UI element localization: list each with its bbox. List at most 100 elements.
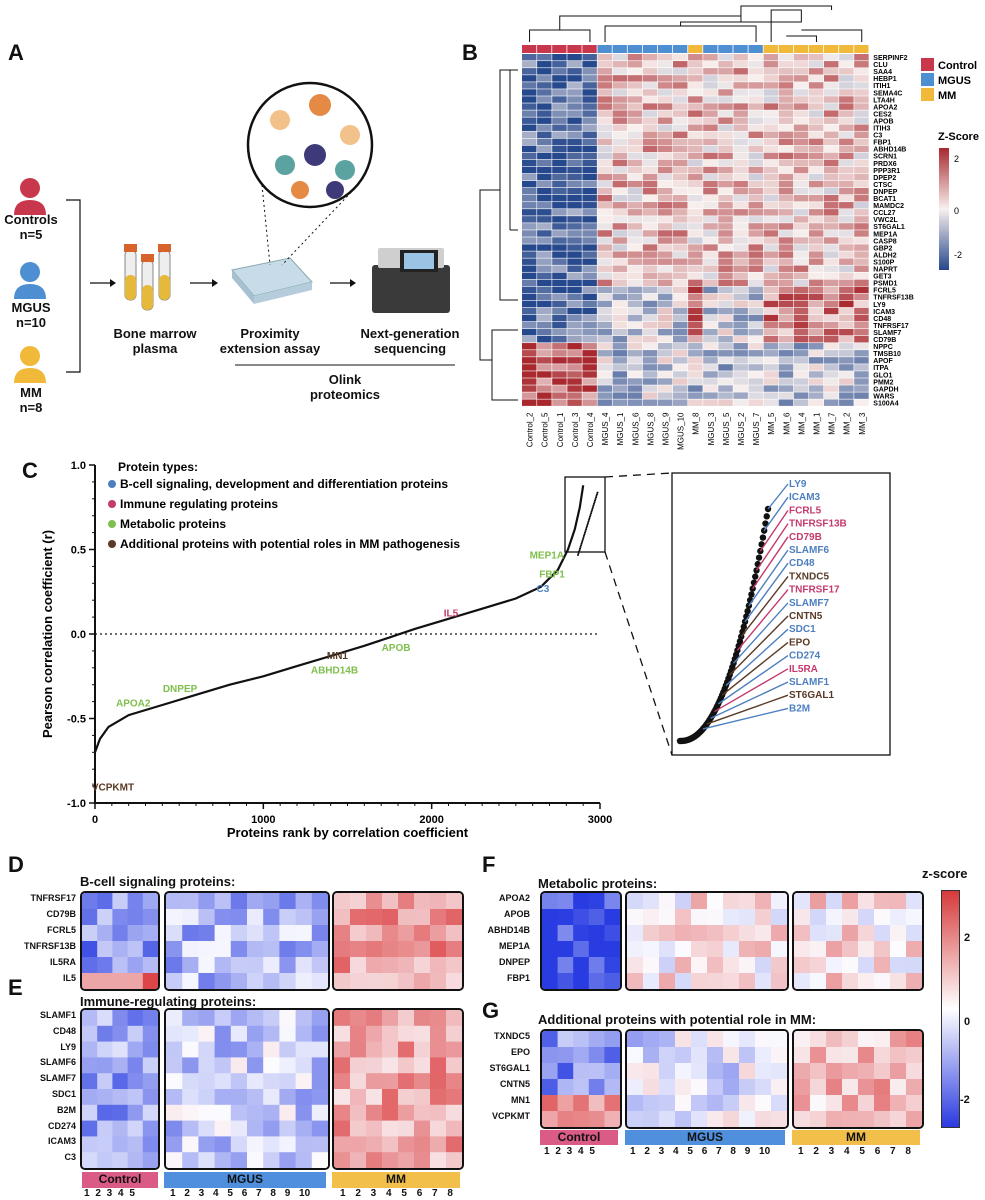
assay-plate-icon bbox=[231, 257, 313, 304]
panelF-row-label: ABHD14B bbox=[487, 925, 530, 935]
panelG-g-heatmap bbox=[625, 1029, 789, 1129]
nums-mgus-left: 1 2 3 4 5 6 7 8 9 10 bbox=[170, 1188, 311, 1199]
heatmap-col-label: MM_2 bbox=[843, 412, 852, 435]
legend-dot bbox=[108, 500, 116, 508]
zscore-tick: -2 bbox=[954, 250, 962, 260]
heatmap-col-label: MGUS_3 bbox=[707, 412, 716, 445]
zoom-label: TXNDC5 bbox=[789, 571, 829, 582]
sample-group-swatch bbox=[718, 45, 733, 53]
sample-group-swatch bbox=[537, 45, 552, 53]
panel-b-heatmap: SERPINF2CLUSAA4HEBP1ITIH1SEMA4CLTA4HAPOA… bbox=[479, 5, 979, 450]
zscore-tick: 0 bbox=[954, 206, 959, 216]
heatmap-row-label: VWC2L bbox=[873, 217, 898, 224]
sample-group-swatch bbox=[688, 45, 703, 53]
heatmap-row-label: APOB bbox=[873, 118, 893, 125]
panelD-row-label: CD79B bbox=[46, 909, 76, 919]
zoom-label: LY9 bbox=[789, 479, 807, 490]
legend-dot bbox=[108, 480, 116, 488]
person-controls-icon bbox=[14, 178, 46, 215]
zscale-tick-0: 0 bbox=[964, 1016, 971, 1028]
zoom-label: SLAMF1 bbox=[789, 677, 829, 688]
panel-d-label: D bbox=[8, 852, 24, 877]
heatmap-row-label: BCAT1 bbox=[873, 196, 896, 203]
heatmap-row-label: CD79B bbox=[873, 337, 896, 344]
panelD-row-label: TNFRSF17 bbox=[30, 893, 76, 903]
heatmap-row-label: DNPEP bbox=[873, 189, 897, 196]
panelE-c-heatmap bbox=[80, 1008, 160, 1170]
legend-dot bbox=[108, 540, 116, 548]
panelE-row-label: CD48 bbox=[52, 1025, 76, 1036]
sample-group-swatch bbox=[703, 45, 718, 53]
panel-g-title: Additional proteins with potential role … bbox=[538, 1012, 817, 1027]
panel-d-title: B-cell signaling proteins: bbox=[80, 874, 236, 889]
sample-group-swatch bbox=[642, 45, 658, 53]
sample-group-swatch bbox=[854, 45, 869, 53]
heatmap-row-label: NAPRT bbox=[873, 267, 898, 274]
heatmap-row-label: CTSC bbox=[873, 182, 892, 189]
legend-item: Metabolic proteins bbox=[120, 517, 226, 531]
heatmap-row-label: FBP1 bbox=[873, 140, 891, 147]
heatmap-row-label: ITIH3 bbox=[873, 126, 890, 133]
heatmap-col-label: Control_2 bbox=[526, 412, 535, 447]
heatmap-row-label: ST6GAL1 bbox=[873, 224, 905, 231]
y-tick-label: -0.5 bbox=[67, 714, 86, 726]
heatmap-col-label: MGUS_4 bbox=[601, 412, 610, 445]
zoom-point bbox=[740, 623, 747, 630]
sample-group-swatch bbox=[627, 45, 642, 53]
sample-group-swatch bbox=[597, 45, 612, 53]
group-bar-mm-left: MM bbox=[332, 1172, 460, 1188]
panel-b-label: B bbox=[462, 40, 478, 65]
heatmap-col-label: Control_5 bbox=[541, 412, 550, 447]
heatmap-row-label: DPEP2 bbox=[873, 175, 896, 182]
heatmap-row-label: CES2 bbox=[873, 111, 891, 118]
y-tick-label: 0.5 bbox=[71, 545, 86, 557]
sample-group-swatch bbox=[824, 45, 839, 53]
zoom-label: CD48 bbox=[789, 558, 815, 569]
nums-control-left: 1 2 3 4 5 bbox=[84, 1188, 135, 1199]
panelG-row-label: CNTN5 bbox=[499, 1079, 530, 1089]
zoom-label: SLAMF7 bbox=[789, 598, 829, 609]
legend-swatch bbox=[921, 73, 934, 86]
panel-c-label: C bbox=[22, 458, 38, 483]
zoom-label: IL5RA bbox=[789, 664, 818, 675]
sample-group-swatch bbox=[673, 45, 688, 53]
nums-mm-right: 1 2 3 4 5 6 7 8 bbox=[798, 1146, 911, 1157]
group-mgus-text: MGUS n=10 bbox=[0, 300, 62, 330]
heatmap-col-label: MGUS_1 bbox=[616, 412, 625, 445]
sample-group-swatch bbox=[793, 45, 809, 53]
zoom-label: SLAMF6 bbox=[789, 545, 829, 556]
heatmap-col-label: MGUS_5 bbox=[722, 412, 731, 445]
heatmap-col-label: MM_4 bbox=[797, 412, 806, 435]
zscale-tick-neg2: -2 bbox=[960, 1094, 970, 1106]
sample-group-swatch bbox=[808, 45, 824, 53]
zscore-title: Z-Score bbox=[938, 131, 979, 143]
zoom-point bbox=[759, 534, 767, 541]
heatmap-col-label: Control_4 bbox=[586, 412, 595, 447]
heatmap-row-label: GAPDH bbox=[873, 386, 898, 393]
panelE-row-label: CD274 bbox=[47, 1120, 76, 1131]
group-mgus-count: n=10 bbox=[16, 315, 46, 330]
heatmap-row-label: PMM2 bbox=[873, 379, 893, 386]
legend-item: Immune regulating proteins bbox=[120, 497, 278, 511]
annotation-label: APOB bbox=[382, 643, 411, 654]
panel-e-label: E bbox=[8, 975, 23, 1000]
panelF-row-label: FBP1 bbox=[506, 973, 530, 983]
step-assay: Proximity extension assay bbox=[219, 326, 321, 356]
heatmap-row-label: TNFRSF13B bbox=[873, 295, 913, 302]
panelG-c-heatmap bbox=[540, 1029, 622, 1129]
group-bar-control-left: Control bbox=[82, 1172, 158, 1188]
heatmap-col-label: MM_1 bbox=[812, 412, 821, 435]
heatmap-col-label: MGUS_9 bbox=[661, 412, 670, 445]
heatmap-row-label: SAA4 bbox=[873, 69, 892, 76]
legend-item: Additional proteins with potential roles… bbox=[120, 537, 460, 551]
heatmap-col-label: Control_3 bbox=[571, 412, 580, 447]
annotation-label: MEP1A bbox=[530, 550, 564, 561]
group-bar-mgus-right: MGUS bbox=[625, 1130, 785, 1145]
y-tick-label: 1.0 bbox=[71, 460, 86, 472]
heatmap-col-label: MGUS_10 bbox=[677, 412, 686, 450]
zoom-point bbox=[748, 591, 755, 598]
legend-title: Protein types: bbox=[118, 460, 198, 474]
annotation-label: VCPKMT bbox=[92, 782, 134, 793]
zscale-colorbar bbox=[941, 890, 960, 1128]
zoom-label: CD79B bbox=[789, 532, 822, 543]
